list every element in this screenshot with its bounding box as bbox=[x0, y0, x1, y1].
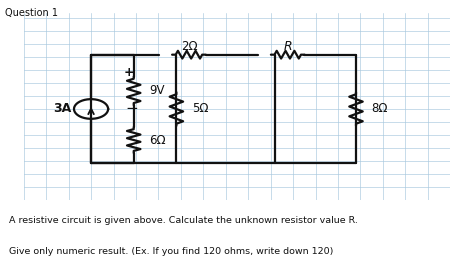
Text: R: R bbox=[283, 40, 292, 53]
Text: A resistive circuit is given above. Calculate the unknown resistor value R.: A resistive circuit is given above. Calc… bbox=[9, 215, 358, 225]
Text: 8Ω: 8Ω bbox=[372, 102, 388, 115]
Text: Give only numeric result. (Ex. If you find 120 ohms, write down 120): Give only numeric result. (Ex. If you fi… bbox=[9, 247, 334, 256]
Text: 6Ω: 6Ω bbox=[149, 134, 166, 147]
Text: −: − bbox=[125, 102, 138, 117]
Text: 5Ω: 5Ω bbox=[192, 102, 209, 115]
Text: 3A: 3A bbox=[53, 102, 71, 115]
Text: 2Ω: 2Ω bbox=[181, 40, 197, 53]
Text: 9V: 9V bbox=[149, 84, 165, 97]
Text: Question 1: Question 1 bbox=[5, 8, 58, 18]
Text: +: + bbox=[124, 65, 135, 78]
